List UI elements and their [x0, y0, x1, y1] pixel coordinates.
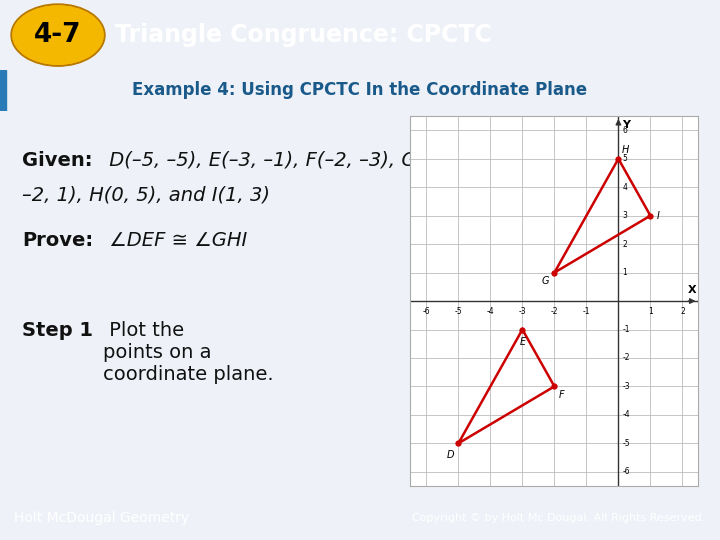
Text: D: D	[446, 450, 454, 460]
Bar	[0, 70, 6, 111]
Text: G: G	[541, 276, 549, 286]
Text: -5: -5	[454, 307, 462, 316]
Text: 6: 6	[622, 126, 627, 135]
Text: -6: -6	[622, 467, 630, 476]
Text: 5: 5	[622, 154, 627, 163]
Text: Y: Y	[622, 120, 631, 130]
Text: 3: 3	[622, 211, 627, 220]
Text: F: F	[559, 390, 564, 400]
Text: 2: 2	[680, 307, 685, 316]
Text: Copyright © by Holt Mc Dougal. All Rights Reserved.: Copyright © by Holt Mc Dougal. All Right…	[413, 513, 706, 523]
Text: -4: -4	[487, 307, 494, 316]
Text: Step 1: Step 1	[22, 321, 93, 340]
Text: 2: 2	[622, 240, 627, 248]
Ellipse shape	[11, 4, 105, 66]
Ellipse shape	[13, 6, 103, 64]
Text: D(–5, –5), E(–3, –1), F(–2, –3), G(: D(–5, –5), E(–3, –1), F(–2, –3), G(	[103, 151, 424, 170]
Text: Triangle Congruence: CPCTC: Triangle Congruence: CPCTC	[115, 23, 492, 47]
Text: -6: -6	[423, 307, 431, 316]
Text: Prove:: Prove:	[22, 231, 93, 250]
Text: -5: -5	[622, 439, 630, 448]
Text: -3: -3	[518, 307, 526, 316]
Text: H: H	[622, 145, 629, 155]
Text: -2: -2	[551, 307, 558, 316]
Text: Example 4: Using CPCTC In the Coordinate Plane: Example 4: Using CPCTC In the Coordinate…	[132, 82, 588, 99]
Text: Given:: Given:	[22, 151, 92, 170]
Text: Holt McDougal Geometry: Holt McDougal Geometry	[14, 511, 189, 525]
Text: -2: -2	[622, 354, 630, 362]
Text: –2, 1), H(0, 5), and I(1, 3): –2, 1), H(0, 5), and I(1, 3)	[22, 186, 270, 205]
Text: 1: 1	[622, 268, 627, 277]
Text: -3: -3	[622, 382, 630, 391]
Text: 4: 4	[622, 183, 627, 192]
Text: X: X	[688, 285, 697, 295]
Text: I: I	[657, 211, 660, 221]
Text: -1: -1	[622, 325, 630, 334]
Text: 1: 1	[648, 307, 653, 316]
Text: Plot the
points on a
coordinate plane.: Plot the points on a coordinate plane.	[103, 321, 274, 384]
Text: 4-7: 4-7	[35, 22, 82, 48]
Ellipse shape	[13, 6, 103, 64]
Text: -1: -1	[582, 307, 590, 316]
Text: E: E	[519, 338, 526, 347]
Text: ∠DEF ≅ ∠GHI: ∠DEF ≅ ∠GHI	[103, 231, 247, 250]
Text: -4: -4	[622, 410, 630, 420]
